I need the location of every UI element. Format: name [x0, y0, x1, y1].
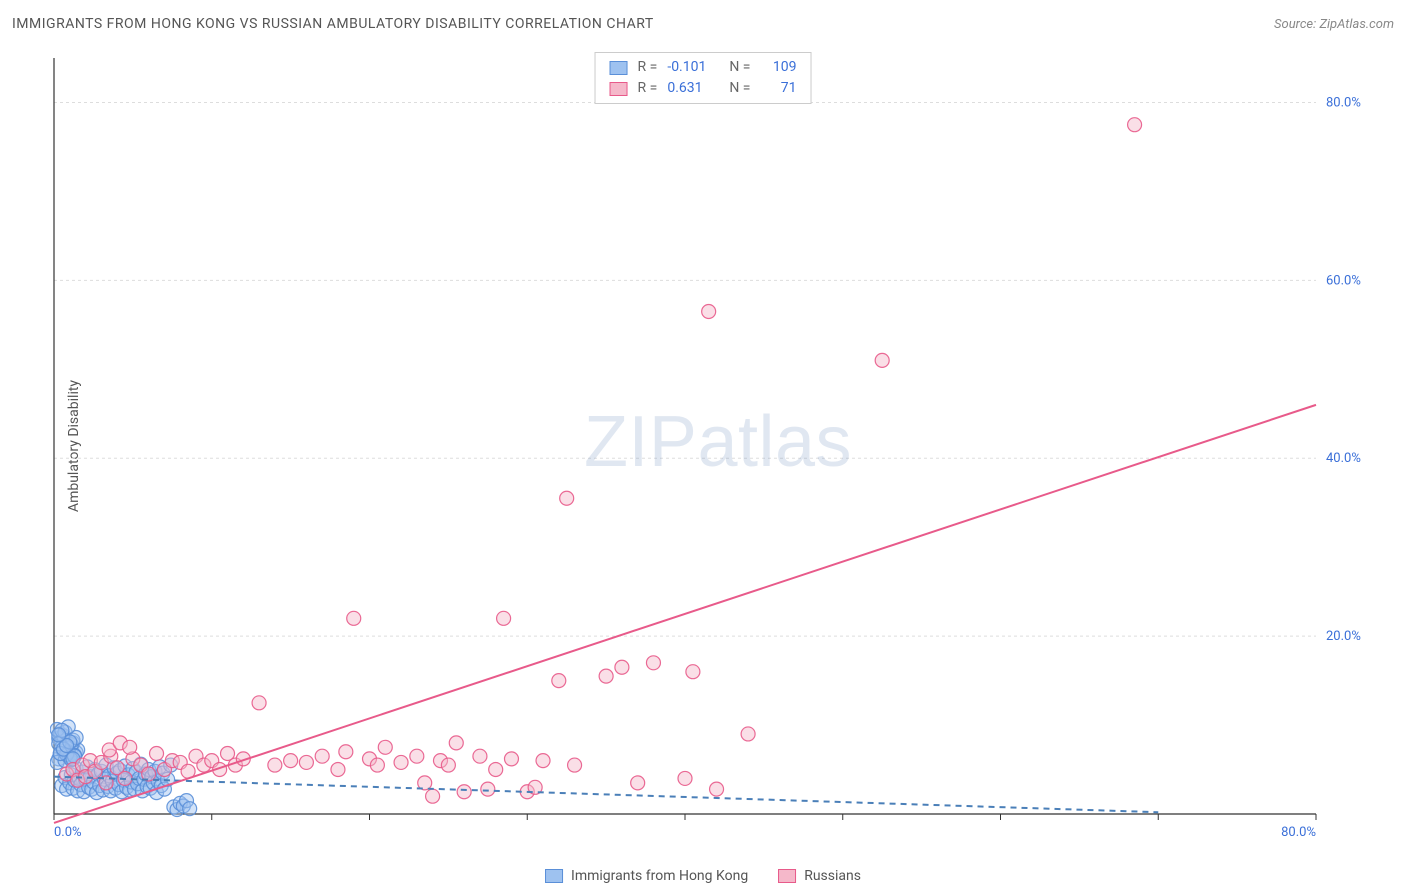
- data-point: [497, 611, 511, 625]
- data-point: [457, 785, 471, 799]
- y-tick-label: 20.0%: [1326, 629, 1361, 644]
- source-prefix: Source:: [1274, 17, 1319, 32]
- data-point: [426, 789, 440, 803]
- stats-legend-row: R = 0.631 N = 71: [610, 78, 797, 99]
- trend-line: [54, 405, 1316, 823]
- stat-n-value: 109: [760, 57, 796, 78]
- data-point: [678, 771, 692, 785]
- data-point: [568, 758, 582, 772]
- legend-swatch: [778, 869, 796, 883]
- data-point: [268, 758, 282, 772]
- bottom-legend-item: Immigrants from Hong Kong: [545, 868, 748, 884]
- data-point: [150, 747, 164, 761]
- chart-title: IMMIGRANTS FROM HONG KONG VS RUSSIAN AMB…: [12, 16, 654, 32]
- data-point: [504, 752, 518, 766]
- data-point: [710, 782, 724, 796]
- y-tick-label: 80.0%: [1326, 95, 1361, 110]
- data-point: [552, 674, 566, 688]
- trend-line: [54, 777, 1158, 813]
- stat-n-label: N =: [729, 78, 750, 99]
- legend-swatch: [545, 869, 563, 883]
- legend-swatch: [610, 82, 628, 96]
- stats-legend: R = -0.101 N = 109 R = 0.631 N = 71: [595, 52, 812, 104]
- legend-swatch: [610, 61, 628, 75]
- data-point: [473, 749, 487, 763]
- data-point: [875, 353, 889, 367]
- stat-r-label: R =: [638, 78, 658, 99]
- data-point: [299, 755, 313, 769]
- data-point: [52, 728, 66, 742]
- data-point: [599, 669, 613, 683]
- data-point: [449, 736, 463, 750]
- y-tick-label: 40.0%: [1326, 451, 1361, 466]
- x-tick-label: 0.0%: [54, 825, 82, 840]
- y-tick-label: 60.0%: [1326, 273, 1361, 288]
- stats-legend-row: R = -0.101 N = 109: [610, 57, 797, 78]
- data-point: [252, 696, 266, 710]
- data-point: [646, 656, 660, 670]
- data-point: [536, 754, 550, 768]
- stat-r-value: -0.101: [667, 57, 719, 78]
- legend-series-label: Immigrants from Hong Kong: [571, 868, 748, 884]
- stat-r-label: R =: [638, 57, 658, 78]
- data-point: [441, 758, 455, 772]
- stat-r-value: 0.631: [667, 78, 719, 99]
- stat-n-label: N =: [729, 57, 750, 78]
- legend-series-label: Russians: [804, 868, 861, 884]
- data-point: [741, 727, 755, 741]
- data-point: [489, 763, 503, 777]
- data-point: [339, 745, 353, 759]
- data-point: [702, 304, 716, 318]
- x-tick-label: 80.0%: [1281, 825, 1316, 840]
- data-point: [378, 740, 392, 754]
- data-point: [370, 758, 384, 772]
- plot-area: ZIPatlas 20.0%40.0%60.0%80.0%0.0%80.0%: [50, 48, 1386, 844]
- data-point: [347, 611, 361, 625]
- data-point: [410, 749, 424, 763]
- source-link[interactable]: ZipAtlas.com: [1319, 17, 1394, 32]
- data-point: [615, 660, 629, 674]
- stat-n-value: 71: [760, 78, 796, 99]
- data-point: [686, 665, 700, 679]
- data-point: [394, 755, 408, 769]
- scatter-plot-svg: 20.0% 40.0% 60.0% 80.0% 0.0% 80.0%: [50, 48, 1386, 844]
- data-point: [560, 491, 574, 505]
- data-point: [315, 749, 329, 763]
- bottom-legend-item: Russians: [778, 868, 861, 884]
- data-point: [123, 740, 137, 754]
- data-point: [183, 802, 197, 816]
- bottom-legend: Immigrants from Hong Kong Russians: [545, 868, 861, 884]
- data-point: [284, 754, 298, 768]
- source-attribution: Source: ZipAtlas.com: [1274, 17, 1394, 32]
- data-point: [631, 776, 645, 790]
- data-point: [481, 782, 495, 796]
- data-point: [331, 763, 345, 777]
- data-point: [1128, 118, 1142, 132]
